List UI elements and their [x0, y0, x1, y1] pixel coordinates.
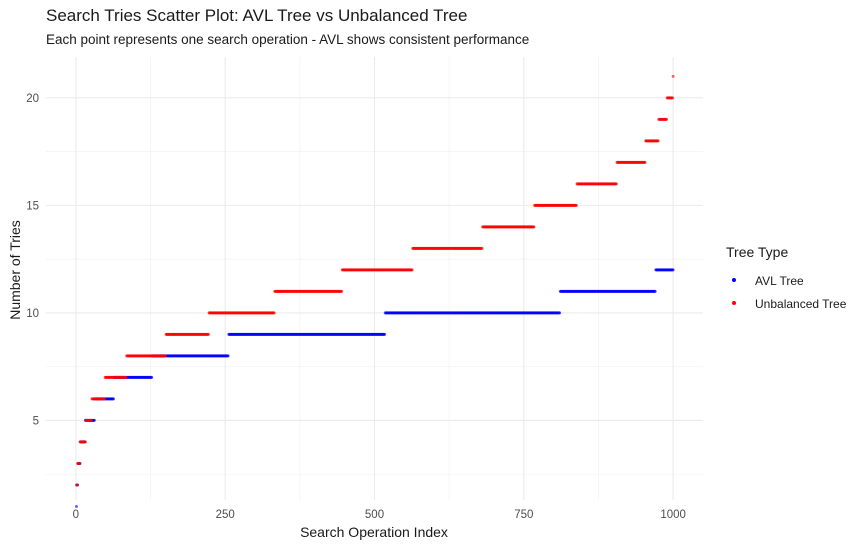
data-point [272, 311, 276, 315]
data-point [226, 354, 230, 358]
chart-subtitle: Each point represents one search operati… [46, 32, 530, 47]
legend-dot-unbalanced [732, 301, 736, 305]
chart-title: Search Tries Scatter Plot: AVL Tree vs U… [46, 6, 468, 25]
legend-item-avl: AVL Tree [726, 269, 846, 292]
x-tick-label: 1000 [660, 509, 686, 521]
data-point [383, 332, 387, 336]
data-point [124, 375, 128, 379]
y-tick-label: 10 [26, 308, 39, 320]
x-axis-ticks: 0 250 500 750 1000 [73, 509, 686, 521]
data-point [671, 268, 675, 272]
x-tick-label: 750 [514, 509, 533, 521]
y-tick-label: 15 [26, 200, 39, 212]
data-point [653, 289, 657, 293]
x-tick-label: 500 [365, 509, 384, 521]
legend-key-avl [726, 272, 743, 289]
data-point [410, 268, 414, 272]
data-point [83, 440, 87, 444]
data-point [558, 311, 562, 315]
data-point [92, 418, 96, 422]
series-unbalanced-tree [74, 74, 675, 487]
data-point [111, 397, 115, 401]
data-point [480, 246, 484, 250]
data-points [74, 74, 675, 508]
y-tick-label: 20 [26, 93, 39, 105]
x-tick-label: 0 [73, 509, 79, 521]
data-point [665, 117, 669, 121]
legend-dot-avl [732, 278, 736, 282]
data-point [103, 397, 107, 401]
data-point [656, 139, 660, 143]
data-point [75, 483, 79, 487]
data-point [150, 375, 154, 379]
grid-major [46, 57, 703, 500]
data-point [643, 160, 647, 164]
data-point [206, 332, 210, 336]
x-axis-label: Search Operation Index [300, 524, 448, 540]
legend-label-avl: AVL Tree [755, 273, 804, 288]
data-point [614, 182, 618, 186]
data-point [532, 225, 536, 229]
data-point [74, 504, 78, 508]
legend-key-unbalanced [726, 295, 743, 312]
data-point [671, 74, 675, 78]
legend-label-unbalanced: Unbalanced Tree [755, 296, 847, 311]
data-point [340, 289, 344, 293]
data-point [89, 418, 93, 422]
data-point [671, 96, 675, 100]
data-point [574, 203, 578, 207]
y-axis-ticks: 5 10 15 20 [26, 93, 39, 428]
data-point [77, 461, 81, 465]
y-axis-label: Number of Tries [7, 220, 23, 320]
legend-item-unbalanced: Unbalanced Tree [726, 292, 846, 315]
data-point [163, 354, 167, 358]
legend: Tree Type AVL Tree Unbalanced Tree [726, 244, 846, 315]
x-tick-label: 250 [216, 509, 235, 521]
legend-title: Tree Type [726, 244, 789, 260]
y-tick-label: 5 [33, 415, 39, 427]
